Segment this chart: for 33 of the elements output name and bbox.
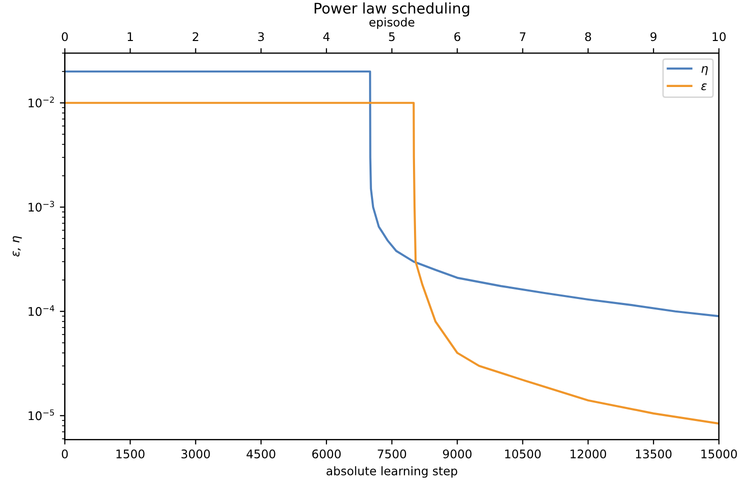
x2-tick-label: 6 bbox=[454, 32, 460, 42]
x2-tick-label: 3 bbox=[258, 32, 264, 42]
line-series bbox=[64, 102, 719, 425]
x2-tick-label: 10 bbox=[712, 32, 726, 42]
x-axis-title: absolute learning step bbox=[326, 466, 458, 478]
x-tick-label: 15000 bbox=[701, 449, 737, 458]
x-tick-label: 1500 bbox=[116, 449, 144, 458]
x-tick-label: 10500 bbox=[505, 449, 541, 458]
legend-label: η bbox=[701, 66, 708, 76]
x2-tick-label: 7 bbox=[520, 32, 526, 41]
x-tick-label: 6000 bbox=[312, 449, 341, 458]
y-tick-label: 10$^{−2}$ bbox=[28, 96, 54, 108]
x-tick-label: 13500 bbox=[636, 449, 672, 458]
y-tick-label: 10$^{−4}$ bbox=[28, 305, 54, 316]
x2-axis-title: episode bbox=[369, 17, 414, 29]
x-tick-label: 0 bbox=[62, 449, 68, 458]
legend-label: ε bbox=[701, 83, 707, 90]
x2-tick-label: 0 bbox=[62, 32, 68, 42]
y-axis-title: ε, η bbox=[12, 236, 22, 257]
x2-tick-label: 8 bbox=[585, 32, 592, 42]
x2-tick-label: 9 bbox=[650, 32, 656, 42]
x-tick-label: 9000 bbox=[443, 449, 472, 458]
y-tick-label: 10$^{−5}$ bbox=[28, 410, 54, 420]
chart-title: Power law scheduling bbox=[314, 2, 470, 17]
x-tick-label: 12000 bbox=[570, 449, 606, 458]
x2-tick-label: 4 bbox=[323, 32, 330, 41]
x-tick-label: 3000 bbox=[182, 449, 210, 458]
x2-tick-label: 2 bbox=[192, 32, 198, 41]
y-tick-label: 10$^{−3}$ bbox=[28, 200, 54, 212]
x2-tick-label: 1 bbox=[128, 32, 133, 41]
x2-tick-label: 5 bbox=[389, 32, 395, 42]
x-tick-label: 4500 bbox=[246, 449, 276, 458]
x-tick-label: 7500 bbox=[378, 449, 406, 458]
